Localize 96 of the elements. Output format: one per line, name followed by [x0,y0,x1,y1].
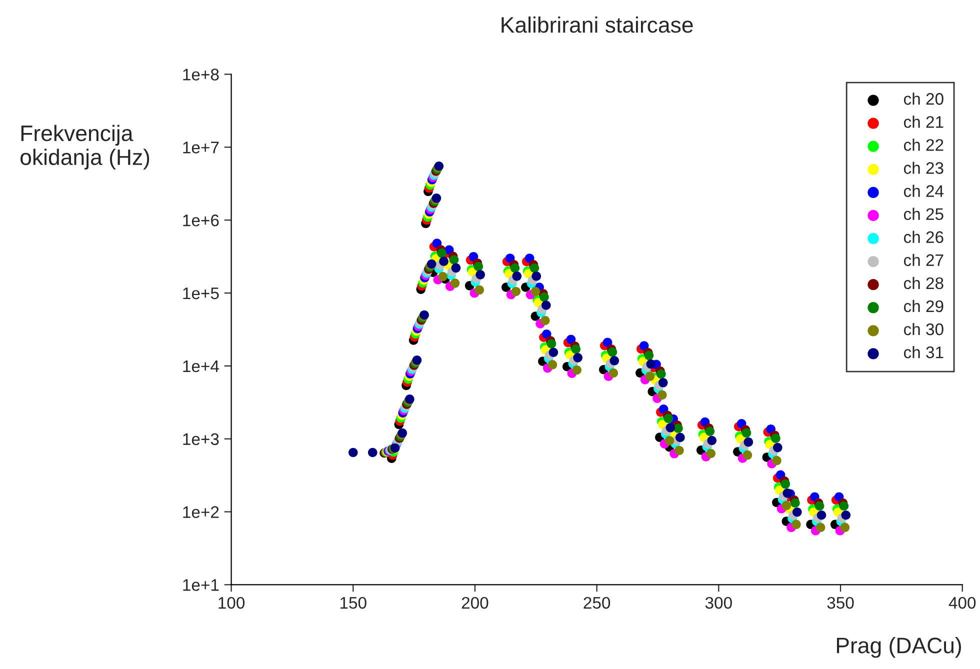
legend-label: ch 20 [904,92,944,105]
point [771,434,780,444]
point [348,448,358,458]
point [608,347,618,357]
y-tick-label: 1e+6 [183,214,219,226]
point [644,350,654,360]
point [674,446,684,456]
point [510,263,520,273]
point [664,414,674,424]
point [645,372,655,382]
x-tick-label: 400 [948,596,976,609]
y-tick-label: 1e+1 [183,579,219,591]
point [666,422,676,432]
point [707,436,716,446]
point [782,488,792,498]
point [816,522,826,532]
point [639,341,649,350]
point [792,507,802,517]
point [744,437,754,447]
point [573,353,582,362]
point [792,520,801,530]
point [548,360,558,370]
y-tick-label: 1e+8 [183,68,219,80]
legend-label: ch 30 [904,322,944,336]
x-tick-label: 150 [340,596,366,609]
legend-label: ch 28 [904,276,944,290]
x-axis-title: Prag (DACu) [836,637,961,658]
point [548,348,558,358]
y-tick-label: 1e+5 [183,288,219,300]
x-tick-label: 100 [218,596,245,609]
point [742,428,752,438]
point [368,448,378,458]
point [540,316,550,326]
point [610,356,620,366]
point [840,522,850,532]
point [449,255,459,264]
chart-title: Kalibrirani staircase [502,16,693,33]
x-tick-label: 350 [827,596,854,609]
point [540,292,549,302]
point [705,426,715,436]
point [451,263,461,273]
point [608,368,618,378]
y-tick-label: 1e+3 [183,433,219,446]
point [546,339,556,348]
x-tick-label: 200 [462,596,488,609]
point [706,448,716,458]
point [664,436,674,446]
point [572,365,582,375]
legend-label: ch 26 [904,230,944,244]
point [476,270,485,280]
legend-label: ch 23 [904,162,944,174]
point [816,510,826,520]
point [530,286,540,296]
point [566,334,576,344]
x-tick-label: 250 [584,596,610,609]
point [437,248,446,258]
point [657,390,667,400]
legend-label: ch 29 [904,300,944,312]
point [530,263,540,273]
point [674,424,683,433]
point [841,510,851,520]
legend-label: ch 22 [904,138,944,151]
point [438,272,448,282]
point [512,272,522,281]
point [532,272,542,281]
y-tick-label: 1e+2 [183,506,219,518]
point [839,501,849,511]
legend-label: ch 31 [904,346,944,358]
point [602,338,612,348]
legend-label: ch 25 [904,208,944,220]
point [772,442,782,452]
point [658,378,668,388]
point [542,329,552,339]
point [676,432,685,442]
point [646,359,656,369]
y-tick-label: 1e+4 [183,360,219,372]
point [742,450,752,460]
y-tick-label: 1e+7 [183,142,219,154]
point [541,300,551,310]
point [782,500,792,510]
x-tick-label: 300 [705,596,732,609]
point [511,286,521,296]
point [571,344,581,354]
point [772,456,782,466]
legend-label: ch 21 [904,116,944,128]
legend-label: ch 24 [904,184,944,197]
point [780,479,790,489]
legend-label: ch 27 [904,254,944,266]
point [439,256,448,266]
point [790,498,800,508]
point [474,285,484,295]
point [450,278,460,288]
point [474,262,484,272]
point [656,369,666,379]
y-axis-title: Frekvencija okidanja (Hz) [20,124,150,170]
point [814,501,824,511]
